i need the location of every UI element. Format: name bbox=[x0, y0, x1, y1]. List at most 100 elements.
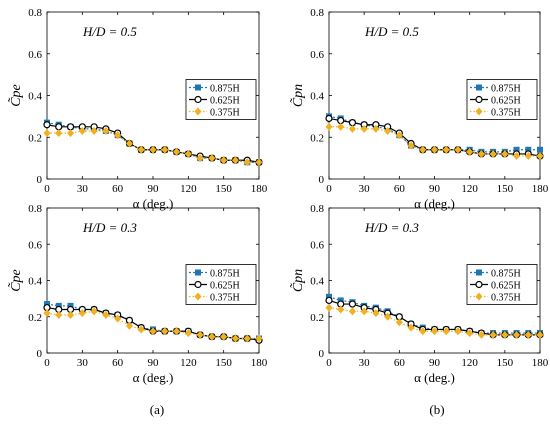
series-line bbox=[46, 122, 259, 163]
chart-panel-bottom-left: 0 30 60 90 120 150 180 0 0.2 0.4 0.6 0.8 C̃pe α (deg.… bbox=[8, 203, 268, 385]
caption-right: (b) bbox=[429, 402, 444, 417]
data-point bbox=[325, 296, 333, 305]
data-point bbox=[525, 146, 532, 153]
data-point bbox=[55, 129, 63, 138]
legend-marker bbox=[195, 84, 201, 91]
y-tick-label: 0 bbox=[319, 174, 325, 186]
data-point bbox=[477, 149, 485, 158]
data-point bbox=[524, 152, 532, 161]
data-point bbox=[513, 330, 521, 339]
x-tick-label: 180 bbox=[251, 183, 268, 195]
data-point bbox=[78, 126, 86, 135]
data-point bbox=[466, 329, 474, 338]
legend-label: 0.625H bbox=[210, 96, 240, 107]
data-point bbox=[407, 141, 415, 150]
data-point bbox=[243, 158, 251, 167]
x-axis-label: α (deg.) bbox=[133, 370, 174, 385]
series-line bbox=[46, 124, 260, 163]
data-point bbox=[231, 334, 239, 343]
data-point bbox=[348, 119, 357, 127]
x-tick-label: 0 bbox=[44, 183, 50, 195]
legend-label: 0.875H bbox=[210, 84, 240, 95]
y-tick-label: 0.4 bbox=[310, 91, 324, 103]
x-tick-label: 0 bbox=[44, 357, 50, 369]
data-point bbox=[384, 126, 392, 135]
data-point bbox=[536, 152, 544, 161]
panel-annotation: H/D = 0.3 bbox=[364, 220, 419, 235]
data-point bbox=[442, 327, 450, 336]
data-point bbox=[454, 327, 462, 336]
data-point bbox=[149, 327, 157, 336]
legend-marker bbox=[194, 292, 202, 301]
data-point bbox=[243, 334, 251, 343]
y-tick-label: 0 bbox=[319, 348, 325, 360]
x-tick-label: 180 bbox=[532, 183, 549, 195]
data-point bbox=[90, 307, 98, 316]
legend-marker bbox=[194, 280, 202, 289]
data-point bbox=[43, 129, 51, 138]
legend-marker bbox=[475, 292, 483, 301]
legend-marker bbox=[194, 107, 202, 116]
data-point bbox=[114, 131, 122, 140]
legend-marker bbox=[475, 95, 483, 104]
data-point bbox=[184, 149, 192, 158]
x-tick-label: 60 bbox=[394, 183, 406, 195]
data-point bbox=[325, 114, 333, 123]
data-point bbox=[67, 129, 75, 138]
data-point bbox=[407, 323, 415, 332]
x-tick-label: 150 bbox=[215, 183, 232, 195]
data-point bbox=[220, 156, 228, 165]
data-point bbox=[513, 146, 520, 153]
y-tick-label: 0.2 bbox=[310, 312, 324, 324]
data-point bbox=[44, 301, 50, 308]
data-point bbox=[55, 123, 63, 131]
x-tick-label: 90 bbox=[429, 183, 441, 195]
x-axis-label: α (deg.) bbox=[414, 370, 455, 385]
x-tick-label: 120 bbox=[180, 183, 197, 195]
y-axis-label: C̃pn bbox=[290, 84, 306, 107]
data-point bbox=[161, 145, 169, 154]
data-point bbox=[43, 121, 51, 129]
y-tick-label: 0.4 bbox=[28, 276, 42, 288]
y-axis-label: C̃pe bbox=[8, 269, 24, 292]
data-point bbox=[501, 330, 509, 339]
y-tick-label: 0.8 bbox=[310, 203, 324, 215]
data-point bbox=[55, 310, 63, 319]
x-tick-label: 0 bbox=[326, 357, 332, 369]
x-tick-label: 60 bbox=[394, 357, 406, 369]
data-point bbox=[454, 145, 462, 154]
x-tick-label: 90 bbox=[148, 357, 160, 369]
panel-annotation: H/D = 0.5 bbox=[364, 24, 419, 39]
legend-label: 0.625H bbox=[210, 281, 240, 292]
data-point bbox=[384, 312, 392, 321]
data-point bbox=[337, 297, 344, 304]
x-tick-label: 90 bbox=[148, 183, 160, 195]
data-point bbox=[372, 124, 380, 133]
data-point bbox=[360, 124, 368, 133]
data-point bbox=[501, 149, 509, 158]
data-point bbox=[442, 145, 450, 154]
y-tick-label: 0.4 bbox=[310, 276, 324, 288]
x-tick-label: 180 bbox=[251, 357, 268, 369]
legend-marker bbox=[475, 107, 483, 116]
data-point bbox=[90, 126, 98, 135]
data-point bbox=[326, 293, 332, 300]
x-axis-label: α (deg.) bbox=[414, 196, 455, 211]
data-point bbox=[137, 325, 145, 334]
data-point bbox=[173, 147, 181, 156]
series-0.875H bbox=[44, 301, 262, 342]
y-tick-label: 0.2 bbox=[28, 312, 42, 324]
data-point bbox=[524, 330, 532, 339]
chart-panel-bottom-right: 0 30 60 90 120 150 180 0 0.2 0.4 0.6 0.8 C̃pn α (deg.… bbox=[290, 203, 549, 385]
data-point bbox=[337, 122, 345, 131]
data-point bbox=[196, 330, 204, 339]
data-point bbox=[137, 145, 145, 154]
y-axis-label: C̃pe bbox=[8, 84, 24, 107]
data-point bbox=[196, 154, 204, 163]
data-point bbox=[67, 302, 74, 309]
data-point bbox=[149, 145, 157, 154]
data-point bbox=[43, 309, 51, 318]
